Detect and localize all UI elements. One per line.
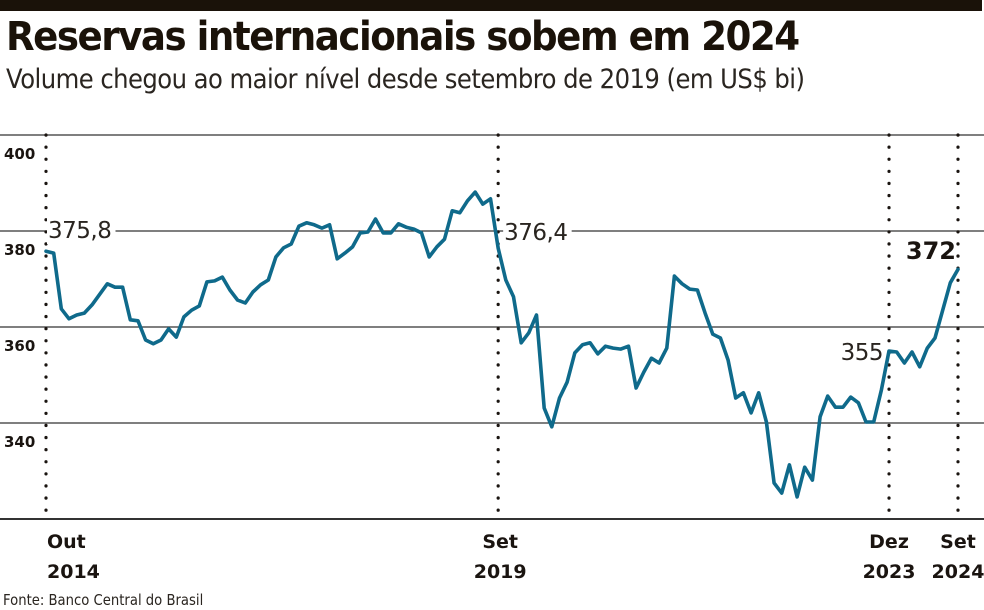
y-tick-label: 360 xyxy=(4,337,35,355)
series-line-reservas xyxy=(44,190,960,499)
annotation-label: 375,8 xyxy=(48,218,111,244)
gridlines xyxy=(0,134,984,520)
annotation-background xyxy=(47,218,116,244)
chart-subtitle: Volume chegou ao maior nível desde setem… xyxy=(6,64,805,95)
y-axis-ticks: 340 360 380 400 xyxy=(4,145,35,451)
chart-title: Reservas internacionais sobem em 2024 xyxy=(6,14,800,60)
x-tick-month: Dez xyxy=(869,531,909,553)
y-tick-label: 380 xyxy=(4,241,35,259)
x-tick-month: Set xyxy=(482,531,518,553)
annotation-label: 376,4 xyxy=(504,220,567,246)
annotation-background xyxy=(503,220,572,246)
y-tick-label: 340 xyxy=(4,433,35,451)
x-tick-year: 2014 xyxy=(47,561,100,583)
annotations: 375,8 376,4 355 372 xyxy=(47,218,956,366)
annotation-label: 355 xyxy=(841,340,883,366)
x-tick-month: Out xyxy=(47,531,86,553)
reference-dotted-lines xyxy=(44,133,960,521)
series-group xyxy=(44,190,960,499)
y-tick-label: 400 xyxy=(4,145,35,163)
annotation-label: 372 xyxy=(906,237,956,265)
x-tick-month: Set xyxy=(940,531,976,553)
x-axis-ticks: Out 2014 Set 2019 Dez 2023 Set 2024 xyxy=(47,531,984,583)
top-rule-bar xyxy=(0,0,982,11)
x-tick-year: 2019 xyxy=(474,561,527,583)
x-tick-year: 2023 xyxy=(863,561,916,583)
source-note: Fonte: Banco Central do Brasil xyxy=(3,591,204,609)
x-tick-year: 2024 xyxy=(932,561,984,583)
